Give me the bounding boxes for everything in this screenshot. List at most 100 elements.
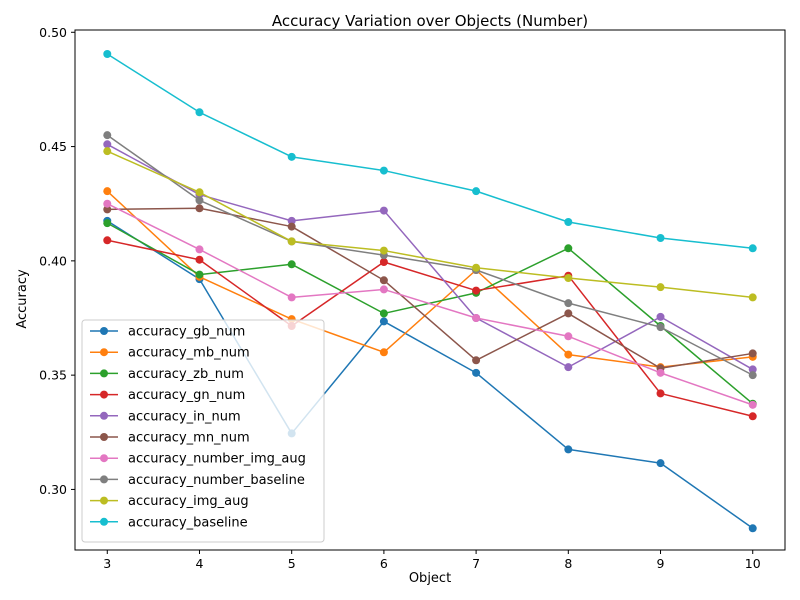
series-accuracy-mn-num (103, 204, 757, 373)
data-point (287, 216, 296, 225)
data-point (656, 368, 665, 377)
data-point (103, 131, 112, 140)
data-point (195, 108, 204, 117)
data-point (195, 204, 204, 213)
data-point (103, 187, 112, 196)
data-point (287, 152, 296, 161)
legend-label: accuracy_gb_num (128, 325, 245, 340)
data-point (748, 365, 757, 374)
x-axis-label: Object (409, 571, 451, 586)
legend-label: accuracy_number_baseline (128, 473, 305, 488)
data-point (748, 244, 757, 253)
data-point (564, 332, 573, 341)
legend-item: accuracy_gn_num (90, 388, 245, 403)
x-tick-label: 6 (380, 556, 388, 571)
data-point (195, 188, 204, 197)
data-point (287, 293, 296, 302)
legend-marker (100, 475, 108, 484)
data-point (103, 236, 112, 245)
data-point (103, 205, 112, 214)
legend-marker (100, 433, 108, 441)
data-point (656, 283, 665, 292)
series-line (107, 207, 753, 370)
series-line (106, 143, 754, 371)
data-point (564, 299, 573, 308)
legend-label: accuracy_zb_num (128, 367, 244, 382)
legend-marker (100, 348, 108, 357)
y-axis: 0.30 0.35 0.40 0.45 0.50 (39, 25, 75, 497)
data-point (287, 260, 296, 269)
data-point (472, 356, 481, 365)
data-point (379, 166, 388, 175)
data-point (379, 285, 388, 294)
legend-label: accuracy_number_img_aug (128, 452, 306, 467)
legend-label: accuracy_img_aug (128, 494, 249, 509)
data-point (564, 363, 573, 372)
x-tick-label: 5 (288, 556, 296, 571)
series-accuracy-img-aug (103, 147, 757, 302)
data-point (103, 50, 112, 58)
data-point (656, 312, 665, 321)
data-point (379, 258, 388, 266)
data-point (287, 237, 296, 246)
series-accuracy-number-img-aug (103, 199, 757, 409)
legend-marker (100, 517, 108, 526)
legend: accuracy_gb_num accuracy_mb_num accuracy_z… (81, 319, 325, 543)
series-line (106, 203, 753, 406)
series-line (106, 220, 754, 529)
data-point (472, 368, 481, 377)
legend-item: accuracy_mn_num (90, 431, 250, 446)
legend-item: accuracy_gb_num (90, 325, 245, 340)
data-point (564, 218, 573, 226)
y-tick-label: 0.35 (39, 368, 67, 383)
data-point (379, 309, 388, 318)
series-line (106, 150, 753, 299)
series-accuracy-baseline (103, 50, 757, 253)
data-point (748, 400, 757, 409)
legend-marker (100, 327, 108, 335)
legend-item: accuracy_number_img_aug (90, 452, 306, 467)
legend-label: accuracy_baseline (128, 515, 248, 530)
data-point (564, 244, 573, 253)
data-point (195, 245, 204, 254)
legend-item: accuracy_mb_num (90, 346, 250, 361)
legend-box (81, 319, 325, 543)
data-point (379, 348, 388, 357)
data-point (656, 323, 665, 332)
legend-label: accuracy_mb_num (128, 346, 250, 361)
legend-marker (100, 369, 108, 378)
legend-item: accuracy_baseline (90, 515, 248, 530)
data-point (748, 412, 757, 421)
x-tick-label: 9 (657, 556, 665, 571)
legend-label: accuracy_in_num (128, 409, 241, 424)
data-point (103, 219, 112, 228)
legend-marker (100, 496, 108, 505)
legend-item: accuracy_zb_num (90, 367, 244, 382)
data-point (564, 445, 573, 454)
data-point (103, 199, 112, 208)
data-point (564, 350, 573, 359)
legend-marker (100, 411, 108, 420)
data-point (748, 293, 757, 302)
data-point (748, 371, 757, 380)
x-tick-label: 4 (196, 556, 204, 571)
series-line (107, 239, 753, 418)
y-axis-label: Accuracy (15, 269, 30, 329)
data-point (195, 255, 204, 264)
chart-title: Accuracy Variation over Objects (Number) (272, 12, 588, 30)
legend-item: accuracy_img_aug (90, 494, 249, 509)
data-point (748, 524, 757, 533)
data-point (748, 349, 757, 358)
data-point (379, 246, 388, 255)
data-point (472, 187, 481, 196)
y-tick-label: 0.30 (39, 482, 67, 497)
series-line (106, 134, 754, 376)
data-point (379, 206, 388, 215)
data-point (564, 274, 573, 282)
legend-marker (100, 390, 108, 399)
data-point (472, 314, 481, 322)
y-tick-label: 0.40 (39, 253, 67, 268)
data-point (195, 196, 204, 205)
data-point (379, 276, 388, 285)
